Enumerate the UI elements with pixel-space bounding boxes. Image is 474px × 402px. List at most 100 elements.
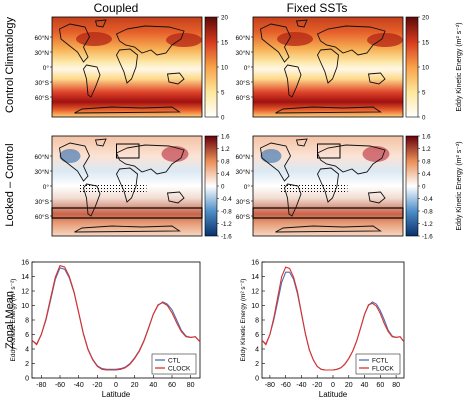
continent-outline <box>74 225 181 233</box>
map-lat-label: 0° <box>43 64 50 72</box>
colorbar-tick-label: 20 <box>221 15 228 22</box>
continent-outline <box>166 191 185 204</box>
y-tick-label: 10 <box>21 303 29 310</box>
map-fixed-climatology: 60°N 30°N 0° 30°S 60°S <box>235 16 404 118</box>
y-tick-label: 12 <box>21 289 29 296</box>
colorbar-tick-label: 0 <box>422 184 426 191</box>
colorbar-tick-label: -1.2 <box>221 221 232 228</box>
colorbar-tick-label: -1.6 <box>221 234 232 241</box>
continent-outline <box>83 64 101 98</box>
x-tick-label: -20 <box>312 382 322 389</box>
positive-anomaly <box>362 146 390 162</box>
map-lat-label: 0° <box>244 64 251 72</box>
continent-outline <box>316 144 386 175</box>
continent-outline <box>367 191 386 204</box>
x-tick-label: -80 <box>265 382 275 389</box>
map-lat-label: 60°S <box>35 94 50 102</box>
map-lat-label: 60°S <box>236 94 251 102</box>
y-tick-label: 8 <box>255 318 259 325</box>
continent-outline <box>115 144 185 175</box>
x-tick-label: 40 <box>361 382 369 389</box>
x-tick-label: 40 <box>149 382 157 389</box>
colorbar-tick-label: -0.8 <box>422 209 433 216</box>
x-tick-label: 20 <box>131 382 139 389</box>
y-tick-label: 6 <box>25 332 29 339</box>
colorbars: 20 15 10 5 0 20 15 10 5 0 Eddy Kinetic Energy (m² … <box>204 15 463 241</box>
x-tick-label: 60 <box>376 382 384 389</box>
map-coupled-difference: 60°N 30°N 0° 30°S 60°S <box>34 135 203 237</box>
colorbar-tick-label: 15 <box>221 40 228 47</box>
storm-track-atlantic <box>277 32 313 46</box>
colorbar: 20 15 10 5 0 <box>204 15 228 122</box>
continent-outline <box>166 72 185 85</box>
positive-anomaly <box>161 146 189 162</box>
legend-box <box>355 353 401 375</box>
continent-outline <box>316 25 386 56</box>
colorbar-tick-label: 5 <box>221 90 225 97</box>
colorbar-tick-label: -0.8 <box>221 209 232 216</box>
colorbar-tick-label: 0.8 <box>221 159 230 166</box>
y-axis-label: Eddy Kinetic Energy (m² s⁻²) <box>10 279 17 362</box>
colorbar-swatch <box>405 135 419 237</box>
significance-stipple <box>79 183 147 193</box>
colorbar-tick-label: 0 <box>221 184 225 191</box>
continent-outline <box>275 225 382 233</box>
colorbar-tick-label: 1.2 <box>221 146 230 153</box>
x-tick-label: -60 <box>281 382 291 389</box>
map-lat-label: 60°N <box>235 34 250 42</box>
y-tick-label: 8 <box>25 318 29 325</box>
x-tick-label: -40 <box>296 382 306 389</box>
y-tick-label: 10 <box>251 303 259 310</box>
map-lat-label: 0° <box>43 183 50 191</box>
legend-label: FLOCK <box>372 366 394 373</box>
row-title-locked-minus-control: Locked – Control <box>4 143 16 226</box>
colorbar: 1.6 1.2 0.8 0.4 0 -0.4 -0.8 -1.2 -1.6 Eddy Kineti… <box>405 134 463 241</box>
map-lat-label: 60°N <box>34 34 49 42</box>
y-tick-label: 12 <box>251 289 259 296</box>
x-tick-label: 0 <box>331 382 335 389</box>
map-coupled-climatology: 60°N 30°N 0° 30°S 60°S <box>34 16 203 118</box>
colorbar-label: Eddy Kinetic Energy (m² s⁻²) <box>456 22 463 111</box>
colorbar-tick-label: 0.8 <box>422 159 431 166</box>
continent-outline <box>59 23 91 63</box>
series-line-ctl <box>31 267 201 370</box>
colorbar-tick-label: 0.4 <box>422 171 431 178</box>
negative-anomaly <box>59 149 81 163</box>
colorbar: 20 15 10 5 0 Eddy Kinetic Energy (m² s⁻²) <box>405 15 463 122</box>
continent-outline <box>316 167 339 203</box>
map-lat-label: 30°S <box>35 79 50 87</box>
x-axis-label: Latitude <box>102 390 131 399</box>
colorbar-swatch <box>204 135 218 237</box>
map-lat-label: 60°S <box>35 213 50 221</box>
continent-outline <box>284 64 302 98</box>
colorbar-label: Eddy Kinetic Energy (m² s⁻²) <box>456 141 463 230</box>
x-tick-label: -60 <box>55 382 65 389</box>
row-title-control-climatology: Control Climatology <box>4 17 16 113</box>
series-line-flock <box>261 266 405 371</box>
colorbar-tick-label: -1.6 <box>422 234 433 241</box>
series-line-clock <box>31 264 201 371</box>
region-box-north <box>116 143 140 159</box>
colorbar-tick-label: 10 <box>422 65 429 72</box>
legend-label: FCTL <box>372 358 389 365</box>
map-lat-label: 60°N <box>235 153 250 161</box>
colorbar-tick-label: 1.2 <box>422 146 431 153</box>
map-lat-label: 30°S <box>35 198 50 206</box>
continent-outline <box>115 167 138 203</box>
colorbar-swatch <box>204 16 218 118</box>
y-tick-label: 0 <box>25 376 29 383</box>
colorbar-tick-label: 5 <box>422 90 426 97</box>
x-tick-label: 60 <box>168 382 176 389</box>
continent-outline <box>115 48 138 84</box>
colorbar-tick-label: -0.4 <box>422 196 433 203</box>
map-lat-label: 60°N <box>34 153 49 161</box>
colorbar-swatch <box>405 16 419 118</box>
map-lat-label: 60°S <box>236 213 251 221</box>
y-tick-label: 4 <box>255 347 259 354</box>
y-tick-label: 16 <box>251 260 259 267</box>
continent-outline <box>83 183 101 217</box>
colorbar-tick-label: 1.6 <box>422 134 431 141</box>
colorbar-tick-label: 15 <box>422 40 429 47</box>
